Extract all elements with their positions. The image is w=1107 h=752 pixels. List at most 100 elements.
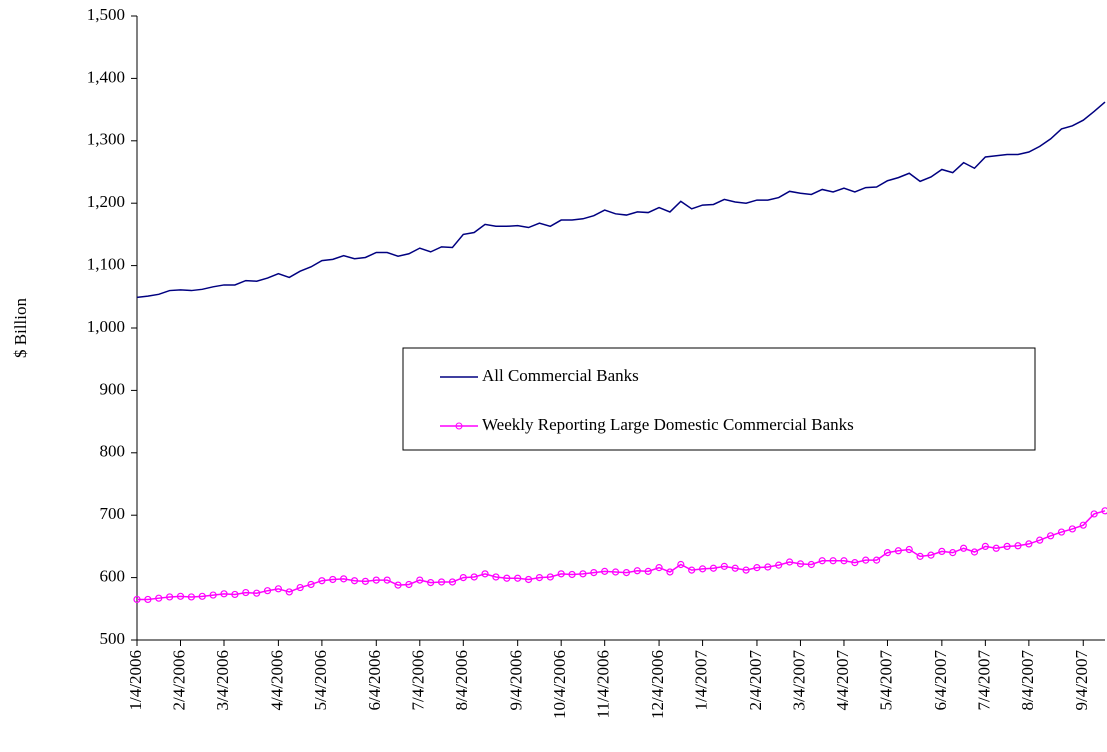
point — [883, 549, 892, 557]
point — [981, 542, 989, 551]
point — [231, 590, 239, 599]
point — [1057, 528, 1066, 536]
point — [775, 561, 783, 569]
series-line — [137, 510, 1106, 601]
x-tick-label: 1/4/2006 — [126, 650, 145, 710]
point — [938, 547, 946, 555]
point — [209, 591, 217, 599]
point — [416, 576, 424, 584]
x-tick-label: 5/4/2007 — [876, 650, 895, 711]
y-tick-label: 1,500 — [87, 5, 125, 24]
point — [350, 577, 359, 585]
point — [329, 575, 337, 584]
x-tick-label: 9/4/2006 — [507, 650, 526, 710]
point — [372, 576, 380, 584]
point — [894, 547, 902, 555]
y-tick-label: 500 — [100, 629, 126, 648]
point — [796, 560, 805, 568]
point — [688, 566, 696, 574]
x-tick-label: 8/4/2006 — [452, 650, 471, 710]
y-tick-label: 1,100 — [87, 255, 125, 274]
x-tick-label: 2/4/2007 — [746, 650, 765, 711]
point — [1068, 525, 1076, 533]
point — [394, 581, 402, 589]
point — [590, 569, 598, 577]
point — [731, 564, 739, 572]
point — [427, 578, 435, 587]
point — [187, 593, 195, 601]
y-axis-title: $ Billion — [11, 298, 30, 358]
point — [340, 575, 348, 583]
point — [1025, 540, 1033, 548]
point — [905, 545, 913, 554]
point — [764, 563, 772, 571]
x-tick-label: 4/4/2007 — [833, 650, 852, 711]
point — [470, 573, 478, 581]
point — [677, 560, 685, 569]
y-tick-label: 700 — [100, 504, 126, 523]
point — [448, 578, 457, 586]
legend-label: Weekly Reporting Large Domestic Commerci… — [482, 415, 854, 434]
x-tick-label: 11/4/2006 — [594, 650, 613, 718]
y-tick-label: 1,300 — [87, 130, 125, 149]
point — [655, 564, 663, 572]
point — [840, 557, 848, 565]
point — [220, 590, 228, 598]
point — [263, 587, 272, 595]
point — [155, 594, 163, 602]
point — [753, 564, 761, 572]
x-tick-label: 7/4/2006 — [409, 650, 428, 710]
x-tick-label: 10/4/2006 — [550, 650, 569, 719]
point — [481, 570, 489, 578]
point — [916, 552, 924, 560]
y-tick-label: 1,400 — [87, 67, 125, 86]
point — [253, 589, 261, 597]
x-tick-label: 3/4/2007 — [789, 650, 808, 711]
point — [872, 556, 881, 564]
legend-marker — [455, 422, 463, 430]
x-tick-label: 3/4/2006 — [213, 650, 232, 710]
point — [807, 560, 815, 569]
point — [818, 557, 826, 565]
point — [1036, 536, 1044, 544]
y-tick-label: 1,000 — [87, 317, 125, 336]
point — [927, 551, 935, 559]
point — [644, 567, 652, 575]
point — [960, 544, 968, 552]
x-tick-label: 8/4/2007 — [1018, 650, 1037, 711]
point — [851, 559, 859, 567]
point — [579, 570, 587, 578]
point — [666, 568, 674, 576]
point — [437, 578, 446, 586]
legend — [402, 347, 1036, 451]
legend-label: All Commercial Banks — [482, 366, 639, 385]
point — [361, 577, 370, 585]
point — [492, 573, 500, 581]
point — [970, 548, 979, 556]
point — [568, 570, 576, 579]
y-tick-label: 800 — [100, 442, 126, 461]
x-tick-label: 7/4/2007 — [974, 650, 993, 711]
point — [383, 576, 391, 584]
point — [949, 549, 957, 557]
point — [166, 593, 174, 601]
point — [698, 565, 707, 573]
point — [274, 585, 282, 593]
point — [285, 588, 293, 596]
point — [242, 588, 250, 597]
point — [601, 567, 609, 575]
point — [1014, 542, 1022, 550]
point — [198, 592, 206, 600]
point — [524, 575, 533, 584]
point — [709, 564, 718, 572]
point — [633, 567, 641, 575]
point — [829, 557, 837, 565]
point — [557, 570, 565, 578]
x-tick-label: 2/4/2006 — [169, 650, 188, 710]
point — [459, 573, 467, 582]
x-tick-label: 12/4/2006 — [648, 650, 667, 719]
point — [611, 568, 620, 576]
point — [1101, 507, 1107, 515]
x-tick-label: 6/4/2007 — [931, 650, 950, 711]
x-tick-label: 1/4/2007 — [691, 650, 710, 711]
